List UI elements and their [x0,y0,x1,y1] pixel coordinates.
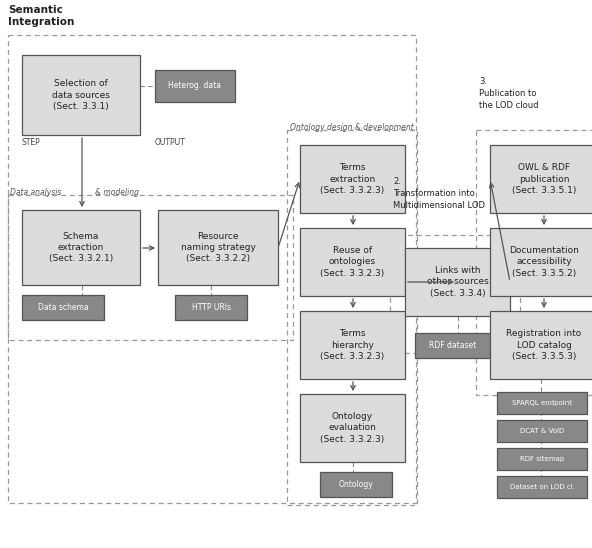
Text: Documentation
accessibility
(Sect. 3.3.5.2): Documentation accessibility (Sect. 3.3.5… [509,246,579,278]
Text: Data schema: Data schema [38,303,88,312]
FancyBboxPatch shape [497,420,587,442]
Text: Terms
extraction
(Sect. 3.3.2.3): Terms extraction (Sect. 3.3.2.3) [320,163,385,195]
FancyBboxPatch shape [497,448,587,470]
Text: Resource
naming strategy
(Sect. 3.3.2.2): Resource naming strategy (Sect. 3.3.2.2) [181,232,255,264]
Text: Dataset on LOD cl.: Dataset on LOD cl. [510,484,574,490]
FancyBboxPatch shape [405,248,510,316]
Text: OUTPUT: OUTPUT [155,138,186,147]
FancyBboxPatch shape [490,228,592,296]
FancyBboxPatch shape [22,210,140,285]
FancyBboxPatch shape [300,311,405,379]
Text: HTTP URIs: HTTP URIs [191,303,230,312]
Text: RDF dataset: RDF dataset [429,341,476,350]
Text: Semantic
Integration: Semantic Integration [8,5,75,27]
Text: Terms
hierarchy
(Sect. 3.3.2.3): Terms hierarchy (Sect. 3.3.2.3) [320,329,385,361]
Text: & modeling: & modeling [95,188,139,197]
FancyBboxPatch shape [300,394,405,462]
FancyBboxPatch shape [490,311,592,379]
FancyBboxPatch shape [300,145,405,213]
Text: 3.
Publication to
the LOD cloud: 3. Publication to the LOD cloud [479,77,539,110]
FancyBboxPatch shape [490,145,592,213]
FancyBboxPatch shape [158,210,278,285]
Text: Links with
other sources
(Sect. 3.3.4): Links with other sources (Sect. 3.3.4) [427,266,488,298]
Text: RDF sitemap: RDF sitemap [520,456,564,462]
Text: SPARQL endpoint: SPARQL endpoint [512,400,572,406]
FancyBboxPatch shape [22,55,140,135]
FancyBboxPatch shape [497,392,587,414]
Text: OWL & RDF
publication
(Sect. 3.3.5.1): OWL & RDF publication (Sect. 3.3.5.1) [512,163,576,195]
Text: Reuse of
ontologies
(Sect. 3.3.2.3): Reuse of ontologies (Sect. 3.3.2.3) [320,246,385,278]
FancyBboxPatch shape [320,472,392,497]
Text: DCAT & VoID: DCAT & VoID [520,428,564,434]
FancyBboxPatch shape [175,295,247,320]
FancyBboxPatch shape [497,476,587,498]
Text: Data analysis: Data analysis [10,188,62,197]
Text: Heterog. data: Heterog. data [169,82,221,90]
FancyBboxPatch shape [415,333,490,358]
Text: Selection of
data sources
(Sect. 3.3.1): Selection of data sources (Sect. 3.3.1) [52,79,110,111]
Text: Ontology design & development: Ontology design & development [290,123,414,132]
Text: STEP: STEP [22,138,41,147]
FancyBboxPatch shape [22,295,104,320]
Text: Schema
extraction
(Sect. 3.3.2.1): Schema extraction (Sect. 3.3.2.1) [49,232,113,264]
Text: 2.
Transformation into
Multidimensional LOD: 2. Transformation into Multidimensional … [393,178,485,210]
Text: Ontology: Ontology [339,480,374,489]
Text: Registration into
LOD catalog
(Sect. 3.3.5.3): Registration into LOD catalog (Sect. 3.3… [506,329,581,361]
Text: Ontology
evaluation
(Sect. 3.3.2.3): Ontology evaluation (Sect. 3.3.2.3) [320,412,385,444]
FancyBboxPatch shape [155,70,235,102]
FancyBboxPatch shape [300,228,405,296]
